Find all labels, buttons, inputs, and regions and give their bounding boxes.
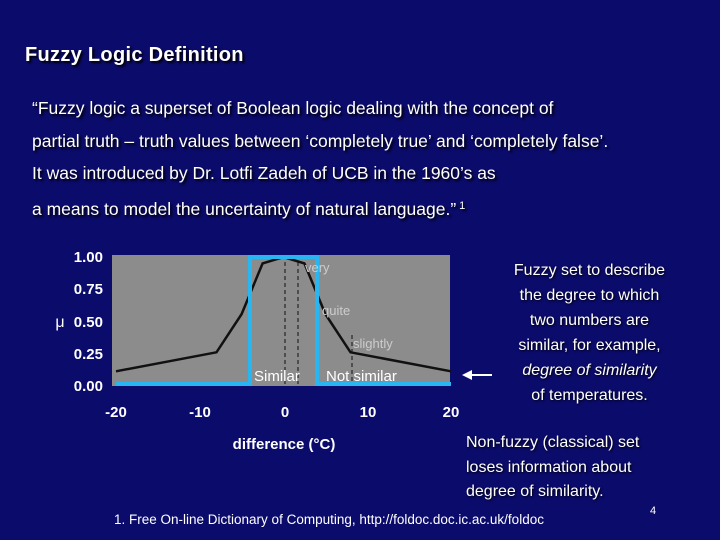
fuzzy-note-line-3: two numbers are <box>529 312 650 329</box>
plot-area <box>112 255 450 386</box>
quote-line-4-text: a means to model the uncertainty of natu… <box>32 198 457 219</box>
x-tick-0: 0 <box>281 404 289 421</box>
label-very: very <box>305 260 330 275</box>
arrow-left-icon <box>462 370 472 380</box>
slide-title: Fuzzy Logic Definition <box>25 44 244 66</box>
label-not-similar: Not similar <box>326 368 397 385</box>
fuzzy-set-note: Fuzzy set to describe the degree to whic… <box>482 258 697 408</box>
x-axis-label: difference (°C) <box>233 436 336 453</box>
label-slightly: slightly <box>353 336 393 351</box>
y-tick-0: 0.00 <box>74 378 103 395</box>
fuzzy-note-last: of temperatures. <box>531 387 648 404</box>
y-tick-050: 0.50 <box>74 314 103 331</box>
non-fuzzy-note: Non-fuzzy (classical) set loses informat… <box>466 431 706 505</box>
quote-line-2: partial truth – truth values between ‘co… <box>32 130 609 151</box>
y-tick-1: 1.00 <box>74 249 103 266</box>
x-tick-20: 20 <box>443 404 460 421</box>
label-quite: quite <box>322 303 350 318</box>
nonfuzzy-line-3: degree of similarity. <box>466 483 604 500</box>
page-number: 4 <box>650 505 657 517</box>
footnote: 1. Free On-line Dictionary of Computing,… <box>114 512 544 527</box>
fuzzy-note-line-1: Fuzzy set to describe <box>513 262 666 279</box>
quote-line-1: “Fuzzy logic a superset of Boolean logic… <box>32 98 554 118</box>
crisp-set-line <box>116 255 451 386</box>
nonfuzzy-line-1: Non-fuzzy (classical) set <box>466 434 640 451</box>
x-tick-neg20: -20 <box>105 404 127 421</box>
y-tick-075: 0.75 <box>74 281 103 298</box>
quote-line-3: It was introduced by Dr. Lotfi Zadeh of … <box>32 163 496 183</box>
definition-quote: “Fuzzy logic a superset of Boolean logic… <box>32 92 712 225</box>
fuzzy-note-line-2: the degree to which <box>519 287 660 304</box>
x-tick-10: 10 <box>360 404 377 421</box>
footnote-ref: 1 <box>459 199 466 212</box>
fuzzy-note-italic: degree of similarity <box>522 362 657 379</box>
y-tick-025: 0.25 <box>74 346 103 363</box>
x-tick-neg10: -10 <box>189 404 211 421</box>
fuzzy-note-line-4: similar, for example, <box>518 337 661 354</box>
quote-line-4: a means to model the uncertainty of natu… <box>32 190 712 226</box>
y-axis-symbol: μ <box>55 314 64 331</box>
nonfuzzy-line-2: loses information about <box>466 458 632 476</box>
label-similar: Similar <box>254 368 300 385</box>
